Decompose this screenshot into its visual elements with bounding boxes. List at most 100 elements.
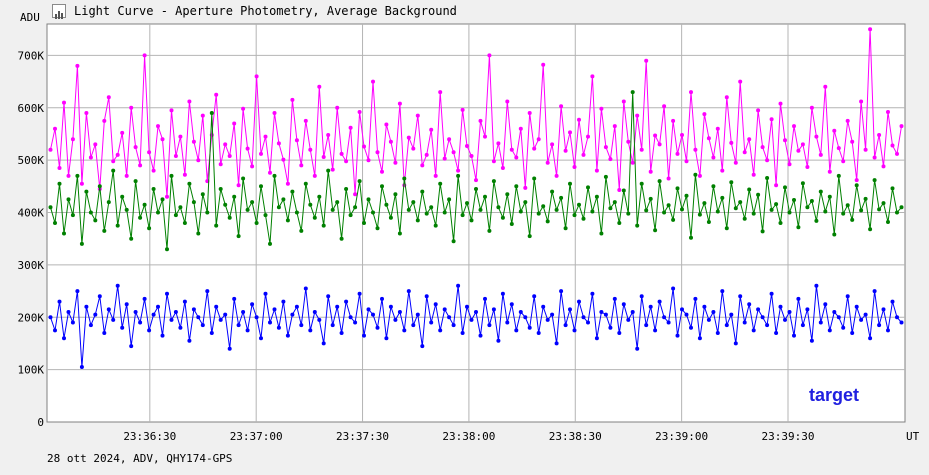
data-point <box>388 304 393 309</box>
data-point <box>344 187 349 191</box>
data-point <box>66 173 71 178</box>
data-point <box>841 211 846 216</box>
data-point <box>236 323 241 328</box>
data-point <box>496 338 501 343</box>
data-point <box>603 145 608 150</box>
data-point <box>783 185 787 190</box>
data-point <box>868 27 873 32</box>
data-point <box>178 205 183 210</box>
data-point <box>823 302 828 307</box>
data-point <box>223 312 228 317</box>
data-point <box>644 323 649 328</box>
data-point <box>420 163 425 168</box>
data-point <box>411 200 416 205</box>
data-point <box>88 210 93 215</box>
data-point <box>272 173 277 178</box>
data-point <box>742 150 747 155</box>
data-point <box>474 178 478 183</box>
data-point <box>662 104 667 109</box>
data-point <box>706 317 711 322</box>
data-point <box>527 325 532 330</box>
data-point <box>693 296 698 301</box>
data-point <box>783 317 787 322</box>
data-point <box>626 211 631 216</box>
data-point <box>474 310 478 314</box>
data-point <box>603 312 608 317</box>
data-point <box>684 312 689 317</box>
data-point <box>729 180 734 185</box>
data-point <box>514 155 519 160</box>
data-point <box>612 296 617 301</box>
data-point <box>545 219 550 224</box>
data-point <box>371 79 375 84</box>
data-point <box>375 325 380 330</box>
data-point <box>362 333 366 338</box>
data-point <box>93 312 98 317</box>
data-point <box>70 137 75 142</box>
data-point <box>160 333 165 338</box>
data-point <box>536 137 541 142</box>
data-point <box>590 291 595 296</box>
data-point <box>371 210 375 215</box>
data-point <box>339 236 344 241</box>
data-point <box>599 231 604 236</box>
data-point <box>276 205 281 210</box>
data-point <box>747 187 752 192</box>
data-point <box>505 99 510 104</box>
y-tick-label: 600K <box>18 102 45 115</box>
data-point <box>899 320 904 325</box>
data-point <box>599 310 604 314</box>
data-point <box>138 320 143 325</box>
data-point <box>653 328 658 333</box>
data-point <box>169 317 174 322</box>
data-point <box>133 145 138 150</box>
data-point <box>272 307 277 312</box>
data-point <box>285 218 290 223</box>
data-point <box>263 291 268 296</box>
data-point <box>102 331 107 335</box>
data-point <box>662 210 667 215</box>
data-point <box>747 302 752 307</box>
data-point <box>491 179 496 184</box>
data-point <box>689 235 693 240</box>
data-point <box>200 192 205 197</box>
data-point <box>66 310 71 314</box>
y-tick-label: 200K <box>18 311 45 324</box>
data-point <box>245 146 250 151</box>
data-point <box>877 207 882 212</box>
data-point <box>572 213 577 218</box>
data-point <box>48 315 53 320</box>
data-point <box>124 207 129 212</box>
data-point <box>415 218 420 223</box>
data-point <box>402 328 407 333</box>
data-point <box>156 210 160 215</box>
data-point <box>138 163 143 168</box>
data-point <box>836 173 841 178</box>
data-point <box>715 209 720 214</box>
data-point <box>380 184 384 189</box>
data-point <box>303 181 308 186</box>
data-point <box>657 179 662 184</box>
data-point <box>353 192 358 197</box>
data-point <box>173 213 178 218</box>
data-point <box>344 299 349 304</box>
data-point <box>863 147 868 152</box>
data-point <box>509 302 514 307</box>
data-point <box>527 111 532 115</box>
data-point <box>438 181 443 186</box>
series-1 <box>48 90 904 252</box>
data-point <box>120 130 125 135</box>
legend-target-label: target <box>809 385 859 405</box>
data-point <box>886 110 890 114</box>
data-point <box>742 320 747 325</box>
data-point <box>133 310 138 314</box>
data-point <box>53 221 57 225</box>
data-point <box>809 199 814 203</box>
data-point <box>818 320 823 325</box>
data-point <box>102 118 107 123</box>
data-point <box>429 320 434 325</box>
data-point <box>169 173 174 178</box>
data-point <box>827 328 832 333</box>
data-point <box>715 331 720 335</box>
data-point <box>232 194 237 199</box>
